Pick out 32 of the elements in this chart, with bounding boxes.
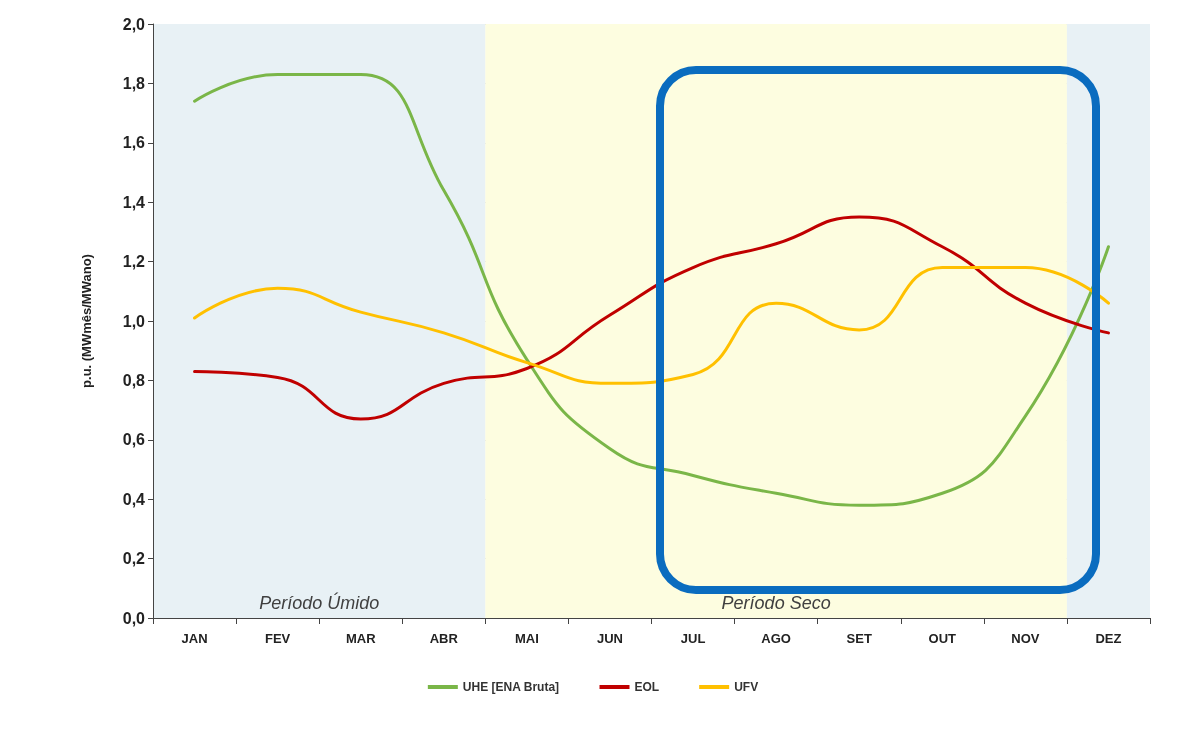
x-tick-label: AGO (761, 631, 791, 646)
legend-label: EOL (634, 680, 660, 694)
y-tick-label: 1,4 (122, 193, 146, 211)
y-tick-label: 0,4 (122, 490, 146, 508)
y-tick-label: 0,2 (122, 550, 146, 568)
y-tick-label: 0,8 (122, 371, 146, 389)
legend-label: UHE [ENA Bruta] (462, 680, 560, 694)
y-tick-label: 0,0 (122, 609, 146, 627)
x-tick-label: JAN (181, 631, 208, 646)
y-tick-label: 1,2 (122, 253, 146, 271)
x-tick-label: DEZ (1095, 631, 1122, 646)
y-tick-label: 1,6 (122, 134, 146, 152)
x-tick-label: MAI (514, 631, 539, 646)
y-axis-title: p.u. (MWmês/MWano) (79, 254, 94, 388)
y-tick-label: 2,0 (122, 15, 146, 33)
line-series (193, 266, 1110, 385)
band-label: Período Úmido (259, 592, 380, 613)
y-tick-label: 1,0 (122, 312, 146, 330)
y-tick-label: 1,8 (122, 74, 146, 92)
x-tick-label: ABR (429, 631, 459, 646)
band-label: Período Seco (721, 593, 831, 613)
legend-label: UFV (734, 680, 759, 694)
x-tick-label: NOV (1011, 631, 1040, 646)
x-tick-label: JUL (680, 631, 706, 646)
y-tick-label: 0,6 (122, 431, 146, 449)
line-series (193, 72, 1110, 507)
x-tick-label: FEV (264, 631, 291, 646)
x-tick-label: MAR (345, 631, 377, 646)
x-tick-label: OUT (928, 631, 957, 646)
x-tick-label: SET (846, 631, 872, 646)
line-series (193, 215, 1110, 421)
x-tick-label: JUN (596, 631, 623, 646)
